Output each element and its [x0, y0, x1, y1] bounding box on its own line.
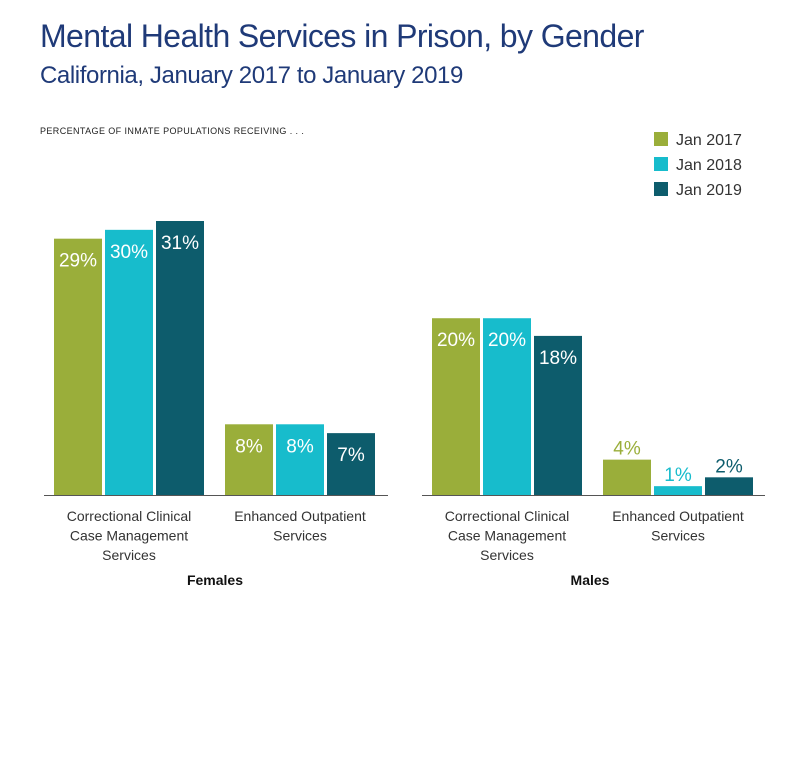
category-label-females-ccms: Services [102, 547, 156, 563]
category-label-females-ccms: Correctional Clinical [67, 508, 192, 524]
legend-swatch-jan2019 [654, 182, 668, 196]
page-title: Mental Health Services in Prison, by Gen… [40, 18, 644, 54]
legend-label-jan2019: Jan 2019 [676, 182, 742, 199]
category-label-females-eop: Enhanced Outpatient [234, 508, 366, 524]
bar-label-males-eop-jan2018: 1% [664, 465, 692, 486]
legend-swatch-jan2017 [654, 132, 668, 146]
category-label-females-ccms: Case Management [70, 528, 188, 544]
category-label-males-ccms: Correctional Clinical [445, 508, 570, 524]
bar-label-females-ccms-jan2018: 30% [110, 242, 148, 263]
group-label-females: Females [187, 572, 243, 588]
category-label-females-eop: Services [273, 528, 327, 544]
page-subtitle: California, January 2017 to January 2019 [40, 62, 463, 89]
bar-label-males-ccms-jan2019: 18% [539, 348, 577, 369]
bar-females-eop-jan2019 [327, 433, 375, 495]
category-label-males-ccms: Services [480, 547, 534, 563]
group-label-males: Males [571, 572, 610, 588]
bar-label-females-ccms-jan2017: 29% [59, 251, 97, 272]
bar-label-males-eop-jan2017: 4% [613, 439, 641, 460]
bar-males-eop-jan2017 [603, 459, 651, 495]
bar-label-females-eop-jan2019: 7% [337, 445, 365, 466]
bar-females-ccms-jan2019 [156, 221, 204, 495]
bar-males-eop-jan2018 [654, 486, 702, 495]
bar-males-eop-jan2019 [705, 477, 753, 495]
category-label-males-eop: Services [651, 528, 705, 544]
bar-females-ccms-jan2017 [54, 238, 102, 495]
bar-label-females-eop-jan2017: 8% [235, 436, 263, 457]
bar-males-ccms-jan2018 [483, 318, 531, 495]
category-label-males-eop: Enhanced Outpatient [612, 508, 744, 524]
legend-label-jan2017: Jan 2017 [676, 132, 742, 149]
bar-label-females-eop-jan2018: 8% [286, 436, 314, 457]
category-label-males-ccms: Case Management [448, 528, 566, 544]
legend-label-jan2018: Jan 2018 [676, 157, 742, 174]
bar-label-females-ccms-jan2019: 31% [161, 233, 199, 254]
chart-note: PERCENTAGE OF INMATE POPULATIONS RECEIVI… [40, 126, 305, 136]
bar-label-males-ccms-jan2018: 20% [488, 330, 526, 351]
bar-females-eop-jan2017 [225, 424, 273, 495]
bar-females-ccms-jan2018 [105, 229, 153, 495]
bar-label-males-ccms-jan2017: 20% [437, 330, 475, 351]
bar-males-ccms-jan2019 [534, 335, 582, 495]
bar-females-eop-jan2018 [276, 424, 324, 495]
legend-swatch-jan2018 [654, 157, 668, 171]
bar-males-ccms-jan2017 [432, 318, 480, 495]
bar-label-males-eop-jan2019: 2% [715, 456, 743, 477]
